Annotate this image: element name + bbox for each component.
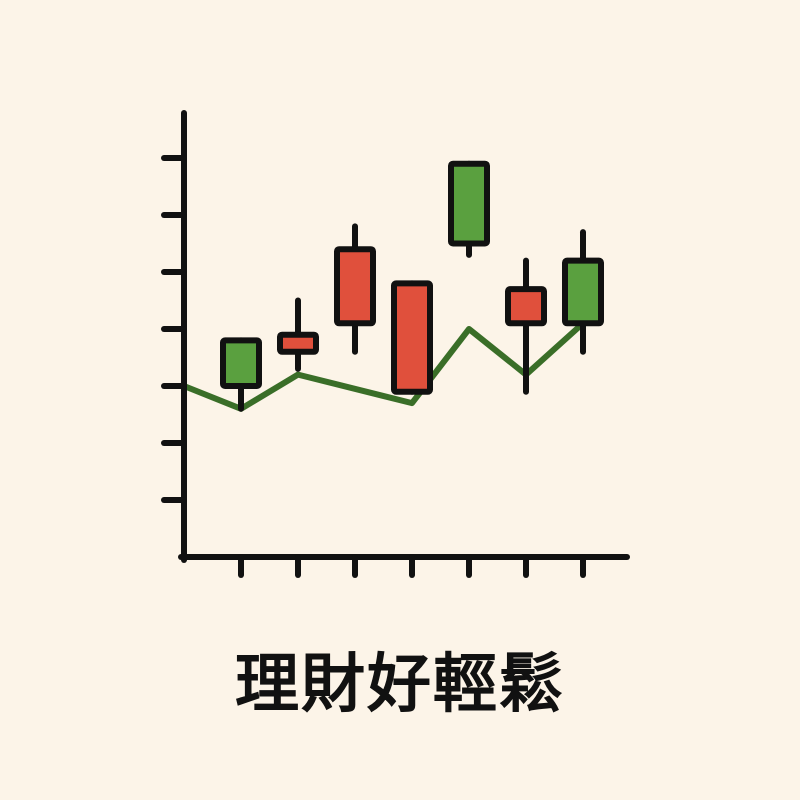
candle-body [448,160,490,247]
axes-layer [161,110,630,578]
candle-body [505,286,547,327]
candle-6 [505,257,547,395]
candle-1 [220,337,262,412]
candle-4 [391,280,433,395]
candle-3 [334,223,376,355]
candle-body [562,257,604,327]
candle-body [277,331,319,355]
candle-body [334,246,376,327]
candle-body [220,337,262,389]
candle-7 [562,229,604,355]
caption-title: 理財好輕鬆 [235,648,565,722]
candle-layer [220,160,604,412]
candle-2 [277,297,319,372]
candle-body [391,280,433,395]
candle-5 [448,160,490,258]
